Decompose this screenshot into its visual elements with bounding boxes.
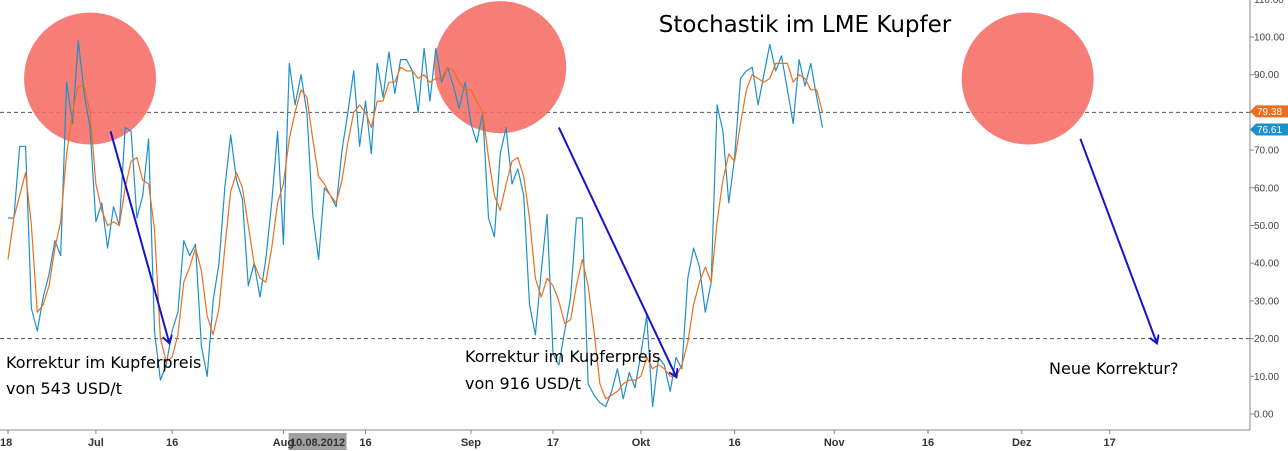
date-highlight-label: 10.08.2012 [290,437,345,449]
y-tick-label: 10.00 [1254,372,1279,383]
x-tick-label: 17 [547,437,559,449]
trend-arrow-3 [1079,138,1156,343]
trend-arrow-1 [109,130,170,342]
series-line-1 [8,40,824,408]
y-tick-label: 110.00 [1254,0,1284,6]
trend-arrows-layer [109,127,1157,376]
annotation-3-line-1: Neue Korrektur? [1049,359,1178,378]
annotation-2-line-1: Korrektur im Kupferpreis [465,347,660,366]
x-tick-label: Sep [461,437,481,449]
y-tick-label: 20.00 [1254,334,1279,345]
chart-title: Stochastik im LME Kupfer [659,12,952,38]
date-highlight-box [288,433,347,450]
series-line-2 [7,62,824,400]
x-tick-label: Jul [88,437,104,449]
annotation-1-line-1: Korrektur im Kupferpreis [6,353,201,372]
last-value-tag-bg [1250,105,1288,118]
highlight-circles-layer [24,1,1094,145]
highlight-circle-3 [961,12,1094,145]
x-tick-label: Okt [632,437,651,449]
reference-lines-layer [0,111,1250,340]
x-tick-label: 16 [166,437,178,449]
annotation-1-line-2: von 543 USD/t [6,379,122,398]
x-tick-label: Dez [1012,437,1032,449]
x-tick-label: 16 [359,437,371,449]
y-tick-label: 60.00 [1254,183,1279,194]
highlight-circle-2 [434,1,567,134]
last-value-tag-2: 79.38 [1250,105,1288,118]
last-value-tag-text: 76.61 [1257,125,1282,136]
x-tick-label: Nov [824,437,846,449]
y-tick-label: 30.00 [1254,296,1279,307]
y-tick-label: 50.00 [1254,221,1279,232]
last-value-tag-1: 76.61 [1250,123,1288,136]
last-value-tag-text: 79.38 [1257,107,1282,118]
x-tick-label: 16 [922,437,934,449]
y-tick-label: 100.00 [1254,33,1285,44]
series-layer [7,40,824,408]
x-tick-label: 17 [1104,437,1116,449]
x-tick-label: 18 [0,437,12,449]
y-tick-label: 70.00 [1254,146,1279,157]
highlight-circle-1 [24,12,157,145]
last-value-tag-bg [1250,123,1288,136]
y-tick-label: 90.00 [1254,70,1279,81]
annotation-2-line-2: von 916 USD/t [465,374,581,393]
y-tick-label: 40.00 [1254,259,1279,270]
trend-arrow-2 [557,127,676,376]
x-tick-label: Aug [273,437,294,449]
y-tick-label: 0.00 [1254,410,1274,421]
x-tick-label: 16 [729,437,741,449]
